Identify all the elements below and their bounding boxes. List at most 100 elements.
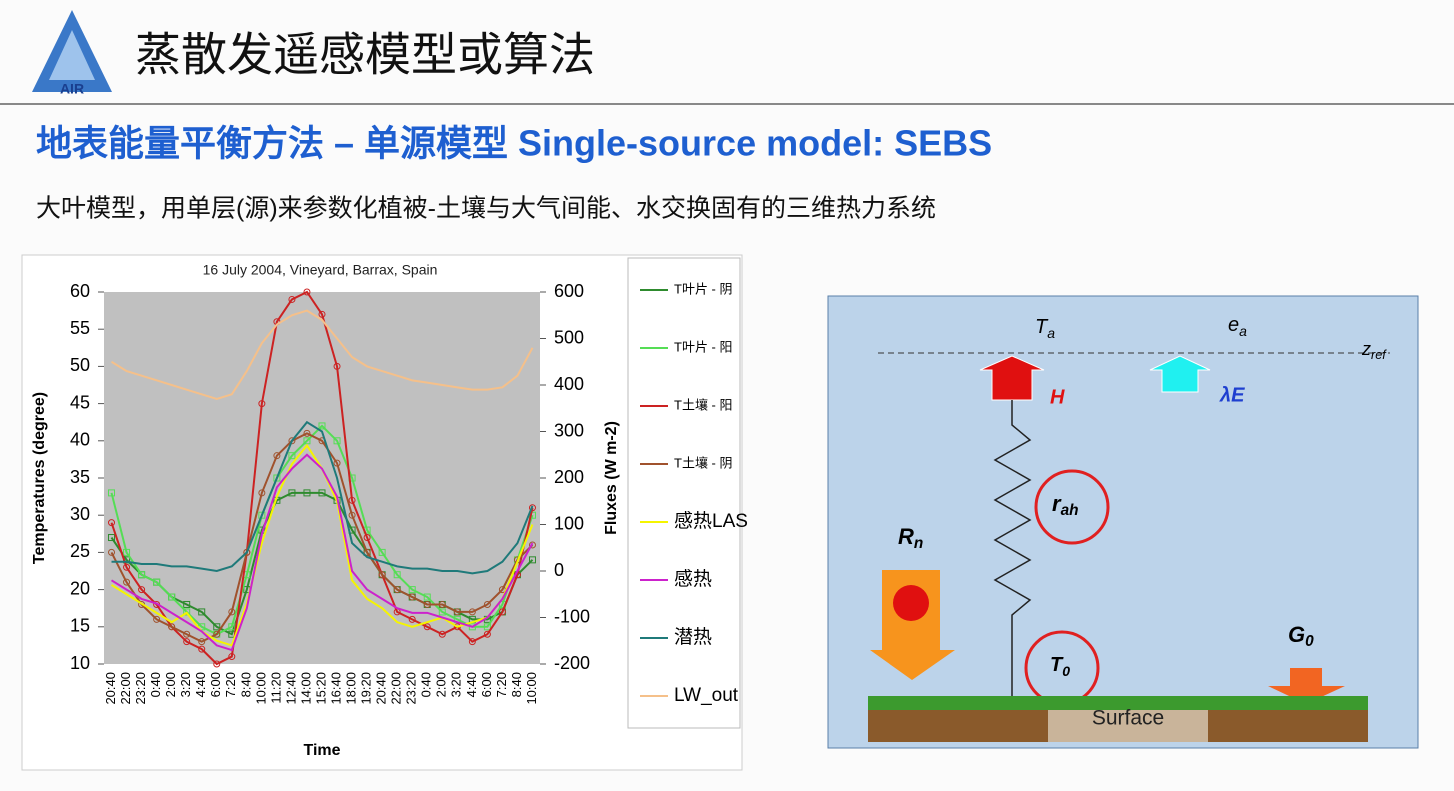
x-tick-label: 10:00 (524, 672, 539, 705)
x-tick-label: 14:00 (298, 672, 313, 705)
series-line (110, 432, 534, 643)
marker (108, 534, 116, 542)
y2-tick-label: 0 (554, 560, 564, 580)
logo-text: AIR (60, 81, 84, 97)
rn-label: Rn (898, 524, 923, 552)
x-tick-label: 22:00 (389, 672, 404, 705)
g0-arrow (1268, 668, 1345, 704)
series-line (111, 420, 534, 575)
marker (408, 615, 416, 623)
marker (213, 660, 221, 668)
g0-main: G (1288, 622, 1305, 647)
legend-label: T土壤 - 阴 (674, 455, 733, 470)
subtitle: 地表能量平衡方法 – 单源模型 Single-source model: SEB… (36, 123, 992, 164)
ta-main: T (1035, 316, 1049, 338)
y2-tick-label: 400 (554, 374, 584, 394)
zref-main: z (1361, 339, 1371, 359)
x-tick-label: 8:40 (509, 672, 524, 697)
t0-sub: 0 (1062, 663, 1070, 679)
marker (303, 429, 311, 437)
marker (183, 600, 191, 608)
marker (228, 608, 236, 616)
marker (108, 519, 116, 527)
h-arrow (979, 355, 1045, 401)
legend-label: T叶片 - 阴 (674, 281, 733, 296)
marker (483, 600, 491, 608)
le-arrow (1149, 355, 1211, 393)
logo-inner (49, 30, 95, 80)
marker (423, 600, 431, 608)
marker (213, 623, 221, 631)
x-tick-label: 20:40 (103, 672, 118, 705)
marker (273, 452, 281, 460)
y-tick-label: 45 (70, 392, 90, 412)
x-tick-label: 7:20 (494, 672, 509, 697)
chart-title: 16 July 2004, Vineyard, Barrax, Spain (203, 262, 438, 278)
marker (303, 489, 311, 497)
marker (438, 608, 446, 616)
t0-label: T0 (1050, 654, 1070, 678)
x-tick-label: 19:20 (359, 672, 374, 705)
h-label: H (1050, 386, 1065, 408)
x-tick-label: 3:20 (449, 672, 464, 697)
marker (183, 608, 191, 616)
diagram-panel (827, 295, 1419, 749)
ea-main: e (1228, 314, 1239, 336)
y-tick-label: 55 (70, 318, 90, 338)
series-line (110, 491, 534, 636)
marker (483, 630, 491, 638)
x-tick-label: 10:00 (253, 672, 268, 705)
surface-label: Surface (1092, 707, 1164, 730)
legend-label: T叶片 - 阳 (674, 339, 733, 354)
y-tick-label: 40 (70, 430, 90, 450)
marker (138, 586, 146, 594)
marker (408, 586, 416, 594)
marker (153, 578, 161, 586)
marker (378, 571, 386, 579)
resistance (993, 400, 1032, 700)
ea-sub: a (1239, 323, 1247, 339)
marker (528, 541, 536, 549)
marker (138, 571, 146, 579)
marker (363, 534, 371, 542)
marker (498, 608, 506, 616)
y-tick-label: 20 (70, 578, 90, 598)
ta-label: Ta (1035, 316, 1055, 340)
marker (333, 459, 341, 467)
legend-label: 感热 (674, 568, 712, 590)
y2-tick-label: 500 (554, 327, 584, 347)
marker (198, 645, 206, 653)
series-line (110, 290, 534, 666)
x-tick-label: 2:00 (434, 672, 449, 697)
x-tick-label: 4:40 (193, 672, 208, 697)
x-tick-label: 22:00 (118, 672, 133, 705)
y-tick-label: 35 (70, 467, 90, 487)
x-tick-label: 18:00 (344, 672, 359, 705)
marker (483, 623, 491, 631)
x-tick-label: 23:20 (404, 672, 419, 705)
rah-main: r (1052, 491, 1062, 516)
g0-sub: 0 (1305, 633, 1314, 650)
marker (318, 489, 326, 497)
zref-label: zref (1361, 339, 1387, 363)
le-label: λE (1219, 384, 1245, 406)
x-tick-label: 12:40 (283, 672, 298, 705)
marker (303, 288, 311, 296)
marker (333, 362, 341, 370)
marker (183, 638, 191, 646)
rn-sub: n (914, 535, 923, 552)
marker (363, 548, 371, 556)
sun (893, 585, 929, 621)
marker (108, 548, 116, 556)
marker (333, 437, 341, 445)
marker (198, 638, 206, 646)
marker (423, 623, 431, 631)
y-tick-label: 30 (70, 504, 90, 524)
x-tick-label: 0:40 (148, 672, 163, 697)
legend-label: T土壤 - 阳 (674, 397, 733, 412)
rah-circle (1034, 469, 1110, 545)
marker (288, 437, 296, 445)
series-line (110, 453, 534, 652)
marker (423, 593, 431, 601)
